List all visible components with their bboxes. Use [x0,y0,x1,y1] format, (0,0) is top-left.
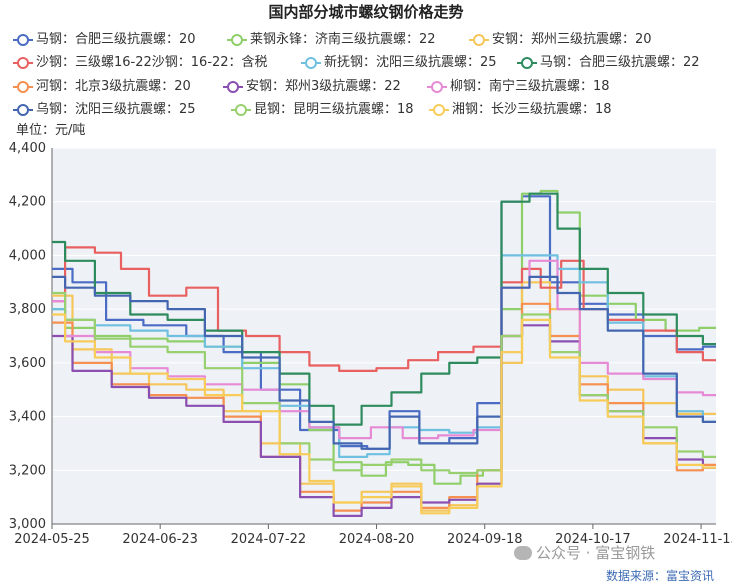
legend-item[interactable]: 安钢：郑州3级抗震螺：22 [222,77,401,97]
legend-marker-icon [427,81,447,93]
legend-label: 河钢：北京3级抗震螺：20 [36,79,191,94]
y-tick-label: 4,400 [9,141,46,156]
legend-item[interactable]: 新抚钢：沈阳三级抗震螺：25 [300,53,497,73]
legend-item[interactable]: 马钢：合肥三级抗震螺：22 [516,53,700,73]
legend-item[interactable]: 乌钢：沈阳三级抗震螺：25 [12,100,196,120]
legend-dot [473,34,485,46]
y-tick-label: 3,400 [9,410,46,425]
legend-marker-icon [429,104,449,116]
x-tick-label: 2024-09-18 [447,532,523,547]
legend-label: 莱钢永锋：济南三级抗震螺：22 [250,32,436,47]
chart-title: 国内部分城市螺纹钢价格走势 [268,3,464,21]
legend-item[interactable]: 柳钢：南宁三级抗震螺：18 [426,77,610,97]
legend-dot [521,57,533,69]
legend-dot [17,34,29,46]
legend-label: 昆钢：昆明三级抗震螺：18 [254,102,414,117]
legend-marker-icon [13,81,33,93]
legend-label: 乌钢：沈阳三级抗震螺：25 [36,102,196,117]
legend-marker-icon [223,81,243,93]
y-tick-label: 3,200 [9,463,46,478]
legend-item[interactable]: 湘钢：长沙三级抗震螺：18 [428,100,612,120]
series-line [52,313,716,515]
series-line [52,281,716,512]
wechat-icon [514,546,532,560]
legend-dot [17,104,29,116]
x-tick-label: 2024-10-17 [555,532,631,547]
legend-label: 湘钢：长沙三级抗震螺：18 [452,102,612,117]
legend-marker-icon [469,34,489,46]
legend-marker-icon [13,34,33,46]
legend-label: 安钢：郑州三级抗震螺：20 [492,32,652,47]
legend-dot [433,104,445,116]
y-tick-label: 3,600 [9,356,46,371]
legend-marker-icon [517,57,537,69]
legend-item[interactable]: 马钢：合肥三级抗震螺：20 [12,30,196,50]
legend-item[interactable]: 安钢：郑州三级抗震螺：20 [468,30,652,50]
x-tick-label: 2024-08-20 [339,532,415,547]
y-tick-label: 3,800 [9,302,46,317]
legend-item[interactable]: 沙钢：三级螺16-22沙钢：16-22：含税 [12,53,268,73]
data-source: 数据来源：富宝资讯 [605,569,714,583]
legend-dot [431,81,443,93]
watermark: 公众号 · 富宝钢铁 [514,542,655,563]
y-tick-label: 4,200 [9,195,46,210]
legend-item[interactable]: 莱钢永锋：济南三级抗震螺：22 [226,30,436,50]
legend-label: 马钢：合肥三级抗震螺：20 [36,32,196,47]
legend-item[interactable]: 河钢：北京3级抗震螺：20 [12,77,191,97]
legend-marker-icon [13,104,33,116]
legend-label: 安钢：郑州3级抗震螺：22 [246,79,401,94]
y-tick-label: 3,000 [9,517,46,532]
plot-area [52,148,716,524]
legend-label: 沙钢：三级螺16-22沙钢：16-22：含税 [36,55,268,70]
legend-dot [235,104,247,116]
legend-marker-icon [301,57,321,69]
legend-label: 新抚钢：沈阳三级抗震螺：25 [324,55,497,70]
series-line [52,275,716,450]
legend-marker-icon [231,104,251,116]
legend-dot [227,81,239,93]
legend-label: 柳钢：南宁三级抗震螺：18 [450,79,610,94]
series-line [52,291,716,475]
legend-marker-icon [227,34,247,46]
legend-marker-icon [13,57,33,69]
x-tick-label: 2024-05-25 [14,532,90,547]
unit-label: 单位：元/吨 [16,123,86,138]
legend-dot [17,57,29,69]
series-line [52,259,716,440]
legend-label: 马钢：合肥三级抗震螺：22 [540,55,700,70]
legend-dot [17,81,29,93]
x-tick-label: 2024-07-22 [231,532,307,547]
y-tick-label: 4,000 [9,248,46,263]
legend-item[interactable]: 昆钢：昆明三级抗震螺：18 [230,100,414,120]
legend-dot [231,34,243,46]
x-tick-label: 2024-11-15 [663,532,732,547]
watermark-text: 公众号 · 富宝钢铁 [536,544,656,562]
series-line [52,192,716,426]
x-tick-label: 2024-06-23 [122,532,198,547]
legend-dot [305,57,317,69]
